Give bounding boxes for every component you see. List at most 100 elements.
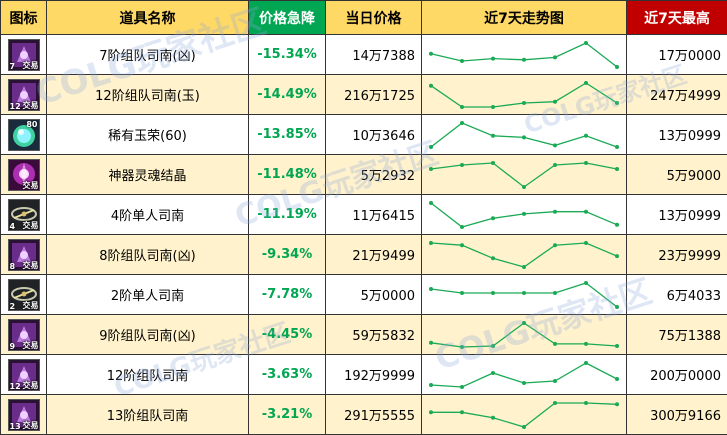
- trend-point: [553, 55, 557, 59]
- price-drop-pct: -9.34%: [249, 235, 326, 275]
- trend-line: [431, 43, 617, 67]
- trend-point: [553, 143, 557, 147]
- header-7day-max[interactable]: 近7天最高: [627, 1, 727, 35]
- trend-point: [491, 56, 495, 60]
- trend-point: [429, 145, 433, 149]
- trend-point: [615, 222, 619, 226]
- price-drop-pct: -11.48%: [249, 155, 326, 195]
- trend-point: [584, 41, 588, 45]
- item-name[interactable]: 4阶单人司南: [47, 195, 249, 235]
- item-name[interactable]: 稀有玉荣(60): [47, 115, 249, 155]
- tradeable-badge: 交易: [23, 180, 39, 191]
- trend-point: [584, 81, 588, 85]
- header-price-drop[interactable]: 价格急降: [249, 1, 326, 35]
- trend-point: [522, 381, 526, 385]
- magenta-crystal-icon[interactable]: 交易: [8, 159, 40, 191]
- trend-chart: [422, 355, 627, 395]
- trend-line: [431, 323, 617, 347]
- trend-point: [491, 291, 495, 295]
- green-orb-icon[interactable]: 80: [8, 119, 40, 151]
- trend-chart: [422, 75, 627, 115]
- trend-point: [491, 161, 495, 165]
- item-name[interactable]: 2阶单人司南: [47, 275, 249, 315]
- item-name[interactable]: 12阶组队司南: [47, 355, 249, 395]
- trend-point: [460, 243, 464, 247]
- max-price-7day: 5万9000: [627, 155, 727, 195]
- price-drop-pct: -13.85%: [249, 115, 326, 155]
- trend-line: [431, 123, 617, 147]
- trend-point: [584, 241, 588, 245]
- item-icon-cell: 80: [1, 115, 47, 155]
- price-drop-pct: -4.45%: [249, 315, 326, 355]
- trend-point: [429, 51, 433, 55]
- max-price-7day: 17万0000: [627, 35, 727, 75]
- item-level-badge: 12: [10, 102, 21, 111]
- table-header-row: 图标 道具名称 价格急降 当日价格 近7天走势图 近7天最高: [1, 1, 727, 35]
- item-level-badge: 7: [10, 62, 16, 71]
- trend-line: [431, 243, 617, 267]
- trend-point: [491, 344, 495, 348]
- trend-point: [491, 256, 495, 260]
- item-level-badge: 4: [10, 222, 16, 231]
- trend-point: [553, 209, 557, 213]
- trend-point: [615, 377, 619, 381]
- item-name[interactable]: 12阶组队司南(玉): [47, 75, 249, 115]
- item-name[interactable]: 9阶组队司南(凶): [47, 315, 249, 355]
- item-name[interactable]: 神器灵魂结晶: [47, 155, 249, 195]
- trend-point: [615, 344, 619, 348]
- price-drop-pct: -3.63%: [249, 355, 326, 395]
- trend-line: [431, 403, 617, 427]
- trend-point: [460, 59, 464, 63]
- trend-point: [584, 209, 588, 213]
- header-icon: 图标: [1, 1, 47, 35]
- trend-point: [522, 425, 526, 429]
- trend-point: [491, 415, 495, 419]
- trend-point: [460, 163, 464, 167]
- trend-point: [553, 243, 557, 247]
- item-name[interactable]: 8阶组队司南(凶): [47, 235, 249, 275]
- trend-chart: [422, 235, 627, 275]
- trend-point: [491, 105, 495, 109]
- trend-point: [460, 410, 464, 414]
- item-name[interactable]: 13阶组队司南: [47, 395, 249, 435]
- today-price: 11万6415: [326, 195, 422, 235]
- trend-point: [460, 105, 464, 109]
- trend-point: [553, 99, 557, 103]
- trend-point: [429, 241, 433, 245]
- trend-point: [429, 201, 433, 205]
- trend-point: [460, 345, 464, 349]
- trend-chart: [422, 275, 627, 315]
- trend-line: [431, 163, 617, 187]
- trend-chart: [422, 195, 627, 235]
- item-level-badge: 2: [10, 302, 16, 311]
- max-price-7day: 6万4033: [627, 275, 727, 315]
- item-name[interactable]: 7阶组队司南(凶): [47, 35, 249, 75]
- item-level-badge: 12: [10, 382, 21, 391]
- trend-point: [553, 401, 557, 405]
- trend-point: [553, 379, 557, 383]
